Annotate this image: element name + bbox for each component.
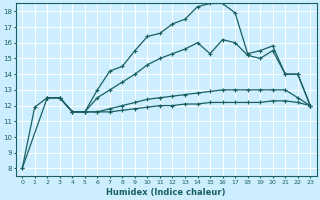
- X-axis label: Humidex (Indice chaleur): Humidex (Indice chaleur): [107, 188, 226, 197]
